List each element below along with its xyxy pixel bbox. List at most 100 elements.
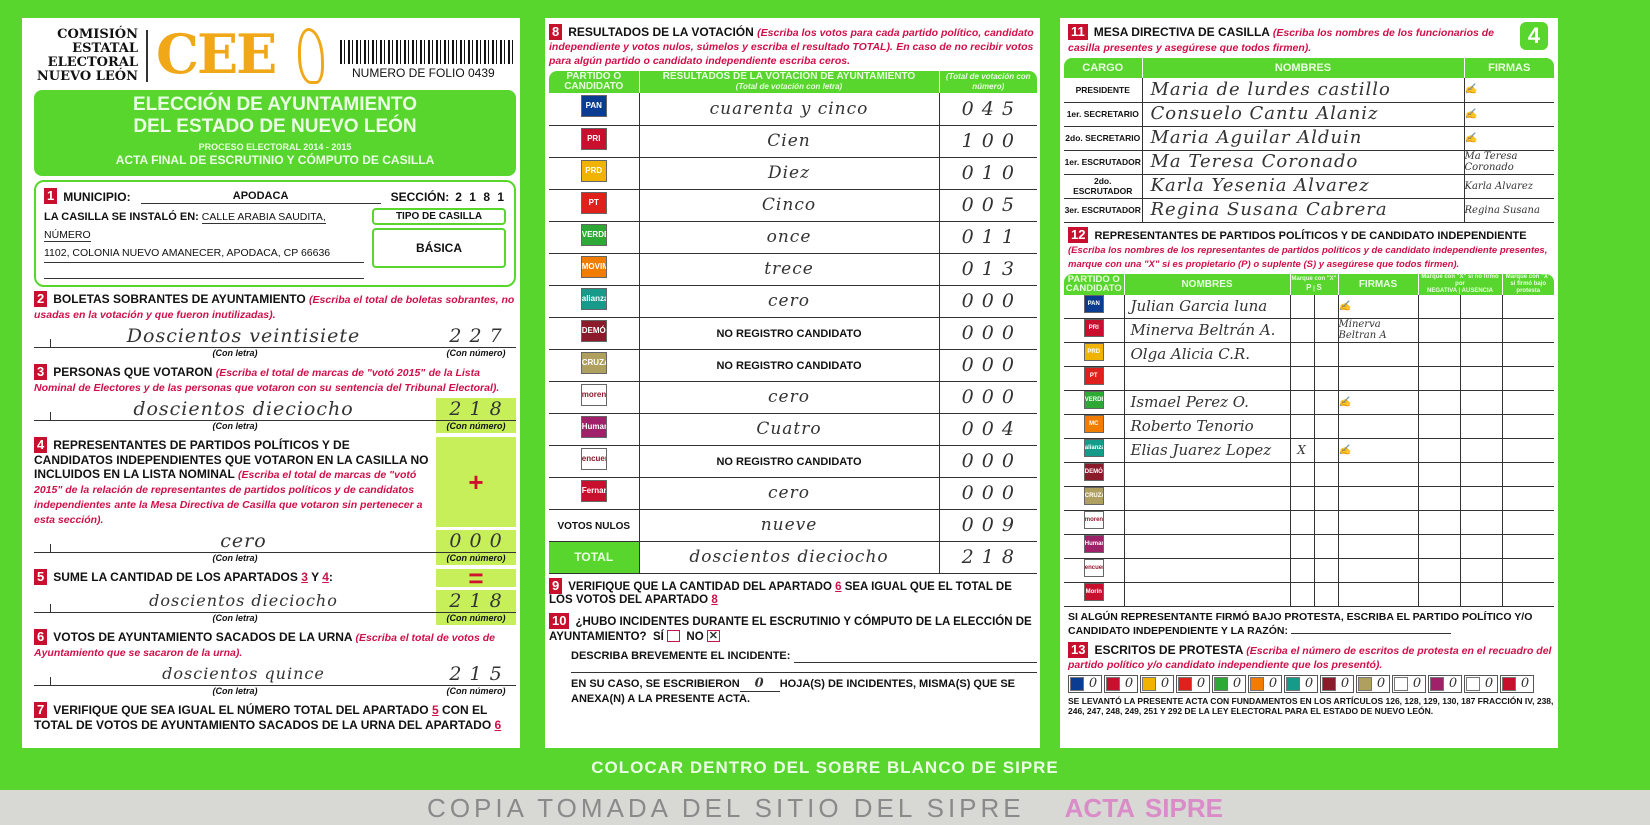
- negativa-mark[interactable]: [1418, 534, 1461, 559]
- negativa-mark[interactable]: [1418, 414, 1461, 439]
- protest-count[interactable]: 0: [1340, 675, 1350, 691]
- ausencia-mark[interactable]: [1460, 342, 1503, 367]
- ausencia-mark[interactable]: [1460, 390, 1503, 415]
- protest-count[interactable]: 0: [1088, 675, 1098, 691]
- page-number-badge: 4: [1520, 22, 1548, 50]
- propietario-mark[interactable]: X: [1290, 438, 1315, 463]
- protest-count[interactable]: 0: [1268, 675, 1278, 691]
- ausencia-mark[interactable]: [1460, 510, 1503, 535]
- protesta-mark[interactable]: [1502, 342, 1554, 367]
- protesta-mark[interactable]: [1502, 558, 1554, 583]
- section-3: 3 PERSONAS QUE VOTARON (Escriba el total …: [34, 364, 516, 433]
- negativa-mark[interactable]: [1418, 366, 1461, 391]
- protesta-field[interactable]: [1290, 624, 1451, 634]
- rep-nombre: [1124, 534, 1291, 559]
- protesta-mark[interactable]: [1502, 510, 1554, 535]
- propietario-mark[interactable]: [1290, 510, 1315, 535]
- suplente-mark[interactable]: [1314, 366, 1339, 391]
- propietario-mark[interactable]: [1290, 342, 1315, 367]
- party-logo-icon: [1394, 676, 1408, 691]
- propietario-mark[interactable]: [1290, 582, 1315, 607]
- protesta-mark[interactable]: [1502, 534, 1554, 559]
- negativa-mark[interactable]: [1418, 390, 1461, 415]
- ausencia-mark[interactable]: [1460, 558, 1503, 583]
- protesta-mark[interactable]: [1502, 438, 1554, 463]
- negativa-mark[interactable]: [1418, 558, 1461, 583]
- protesta-mark[interactable]: [1502, 318, 1554, 343]
- suplente-mark[interactable]: [1314, 534, 1339, 559]
- propietario-mark[interactable]: [1290, 318, 1315, 343]
- propietario-mark[interactable]: [1290, 486, 1315, 511]
- ausencia-mark[interactable]: [1460, 414, 1503, 439]
- negativa-mark[interactable]: [1418, 510, 1461, 535]
- suplente-mark[interactable]: [1314, 486, 1339, 511]
- protesta-mark[interactable]: [1502, 366, 1554, 391]
- propietario-mark[interactable]: [1290, 294, 1315, 319]
- ausencia-mark[interactable]: [1460, 318, 1503, 343]
- protest-count[interactable]: 0: [1232, 675, 1242, 691]
- protest-count[interactable]: 0: [1304, 675, 1314, 691]
- protest-count[interactable]: 0: [1520, 675, 1530, 691]
- protesta-mark[interactable]: [1502, 294, 1554, 319]
- suplente-mark[interactable]: [1314, 510, 1339, 535]
- negativa-mark[interactable]: [1418, 582, 1461, 607]
- ausencia-mark[interactable]: [1460, 438, 1503, 463]
- ausencia-mark[interactable]: [1460, 534, 1503, 559]
- protest-count[interactable]: 0: [1484, 675, 1494, 691]
- section-number: 4: [34, 437, 48, 453]
- protest-count[interactable]: 0: [1160, 675, 1170, 691]
- suplente-mark[interactable]: [1314, 318, 1339, 343]
- propietario-mark[interactable]: [1290, 390, 1315, 415]
- protesta-mark[interactable]: [1502, 390, 1554, 415]
- describe-field[interactable]: [794, 651, 1037, 663]
- describe-field-2[interactable]: [571, 663, 1037, 673]
- suplente-mark[interactable]: [1314, 390, 1339, 415]
- suplente-mark[interactable]: [1314, 294, 1339, 319]
- col-nombres: NOMBRES: [1123, 273, 1290, 295]
- ausencia-mark[interactable]: [1460, 582, 1503, 607]
- protest-count[interactable]: 0: [1196, 675, 1206, 691]
- suplente-mark[interactable]: [1314, 462, 1339, 487]
- propietario-mark[interactable]: [1290, 534, 1315, 559]
- propietario-mark[interactable]: [1290, 366, 1315, 391]
- suplente-mark[interactable]: [1314, 558, 1339, 583]
- si-checkbox[interactable]: [667, 630, 681, 643]
- negativa-mark[interactable]: [1418, 294, 1461, 319]
- protest-count[interactable]: 0: [1124, 675, 1134, 691]
- negativa-mark[interactable]: [1418, 438, 1461, 463]
- ausencia-mark[interactable]: [1460, 366, 1503, 391]
- suplente-mark[interactable]: [1314, 438, 1339, 463]
- protest-count[interactable]: 0: [1448, 675, 1458, 691]
- ausencia-mark[interactable]: [1460, 294, 1503, 319]
- no-checkbox-checked[interactable]: ✕: [706, 630, 720, 643]
- negativa-mark[interactable]: [1418, 462, 1461, 487]
- votes-numero-cell: 0 4 5: [939, 93, 1037, 126]
- suplente-mark[interactable]: [1314, 414, 1339, 439]
- protest-count[interactable]: 0: [1376, 675, 1386, 691]
- barcode: [340, 40, 516, 64]
- propietario-mark[interactable]: [1290, 462, 1315, 487]
- negativa-mark[interactable]: [1418, 318, 1461, 343]
- protesta-mark[interactable]: [1502, 486, 1554, 511]
- negativa-mark[interactable]: [1418, 342, 1461, 367]
- protesta-mark[interactable]: [1502, 582, 1554, 607]
- right-panel: 4 11 MESA DIRECTIVA DE CASILLA (Escriba l…: [1060, 18, 1558, 748]
- votes-numero-cell: 0 0 5: [939, 189, 1037, 222]
- suplente-mark[interactable]: [1314, 342, 1339, 367]
- s4-note: relación de representantes de partidos p…: [34, 484, 415, 511]
- party-logo-fernando-mor-n: Fernando Morín: [580, 479, 607, 502]
- party-logo-verde: VERDE: [1083, 390, 1104, 409]
- rep-row: encuentro: [1064, 558, 1554, 583]
- ausencia-mark[interactable]: [1460, 486, 1503, 511]
- protest-count[interactable]: 0: [1412, 675, 1422, 691]
- rep-row: PRI Minerva Beltrán A. Minerva Beltran A: [1064, 318, 1554, 343]
- votes-numero: 0 0 0: [961, 482, 1015, 504]
- propietario-mark[interactable]: [1290, 558, 1315, 583]
- negativa-mark[interactable]: [1418, 486, 1461, 511]
- ausencia-mark[interactable]: [1460, 462, 1503, 487]
- suplente-mark[interactable]: [1314, 582, 1339, 607]
- protesta-mark[interactable]: [1502, 462, 1554, 487]
- protesta-mark[interactable]: [1502, 414, 1554, 439]
- nulos-label: VOTOS NULOS: [557, 521, 631, 532]
- propietario-mark[interactable]: [1290, 414, 1315, 439]
